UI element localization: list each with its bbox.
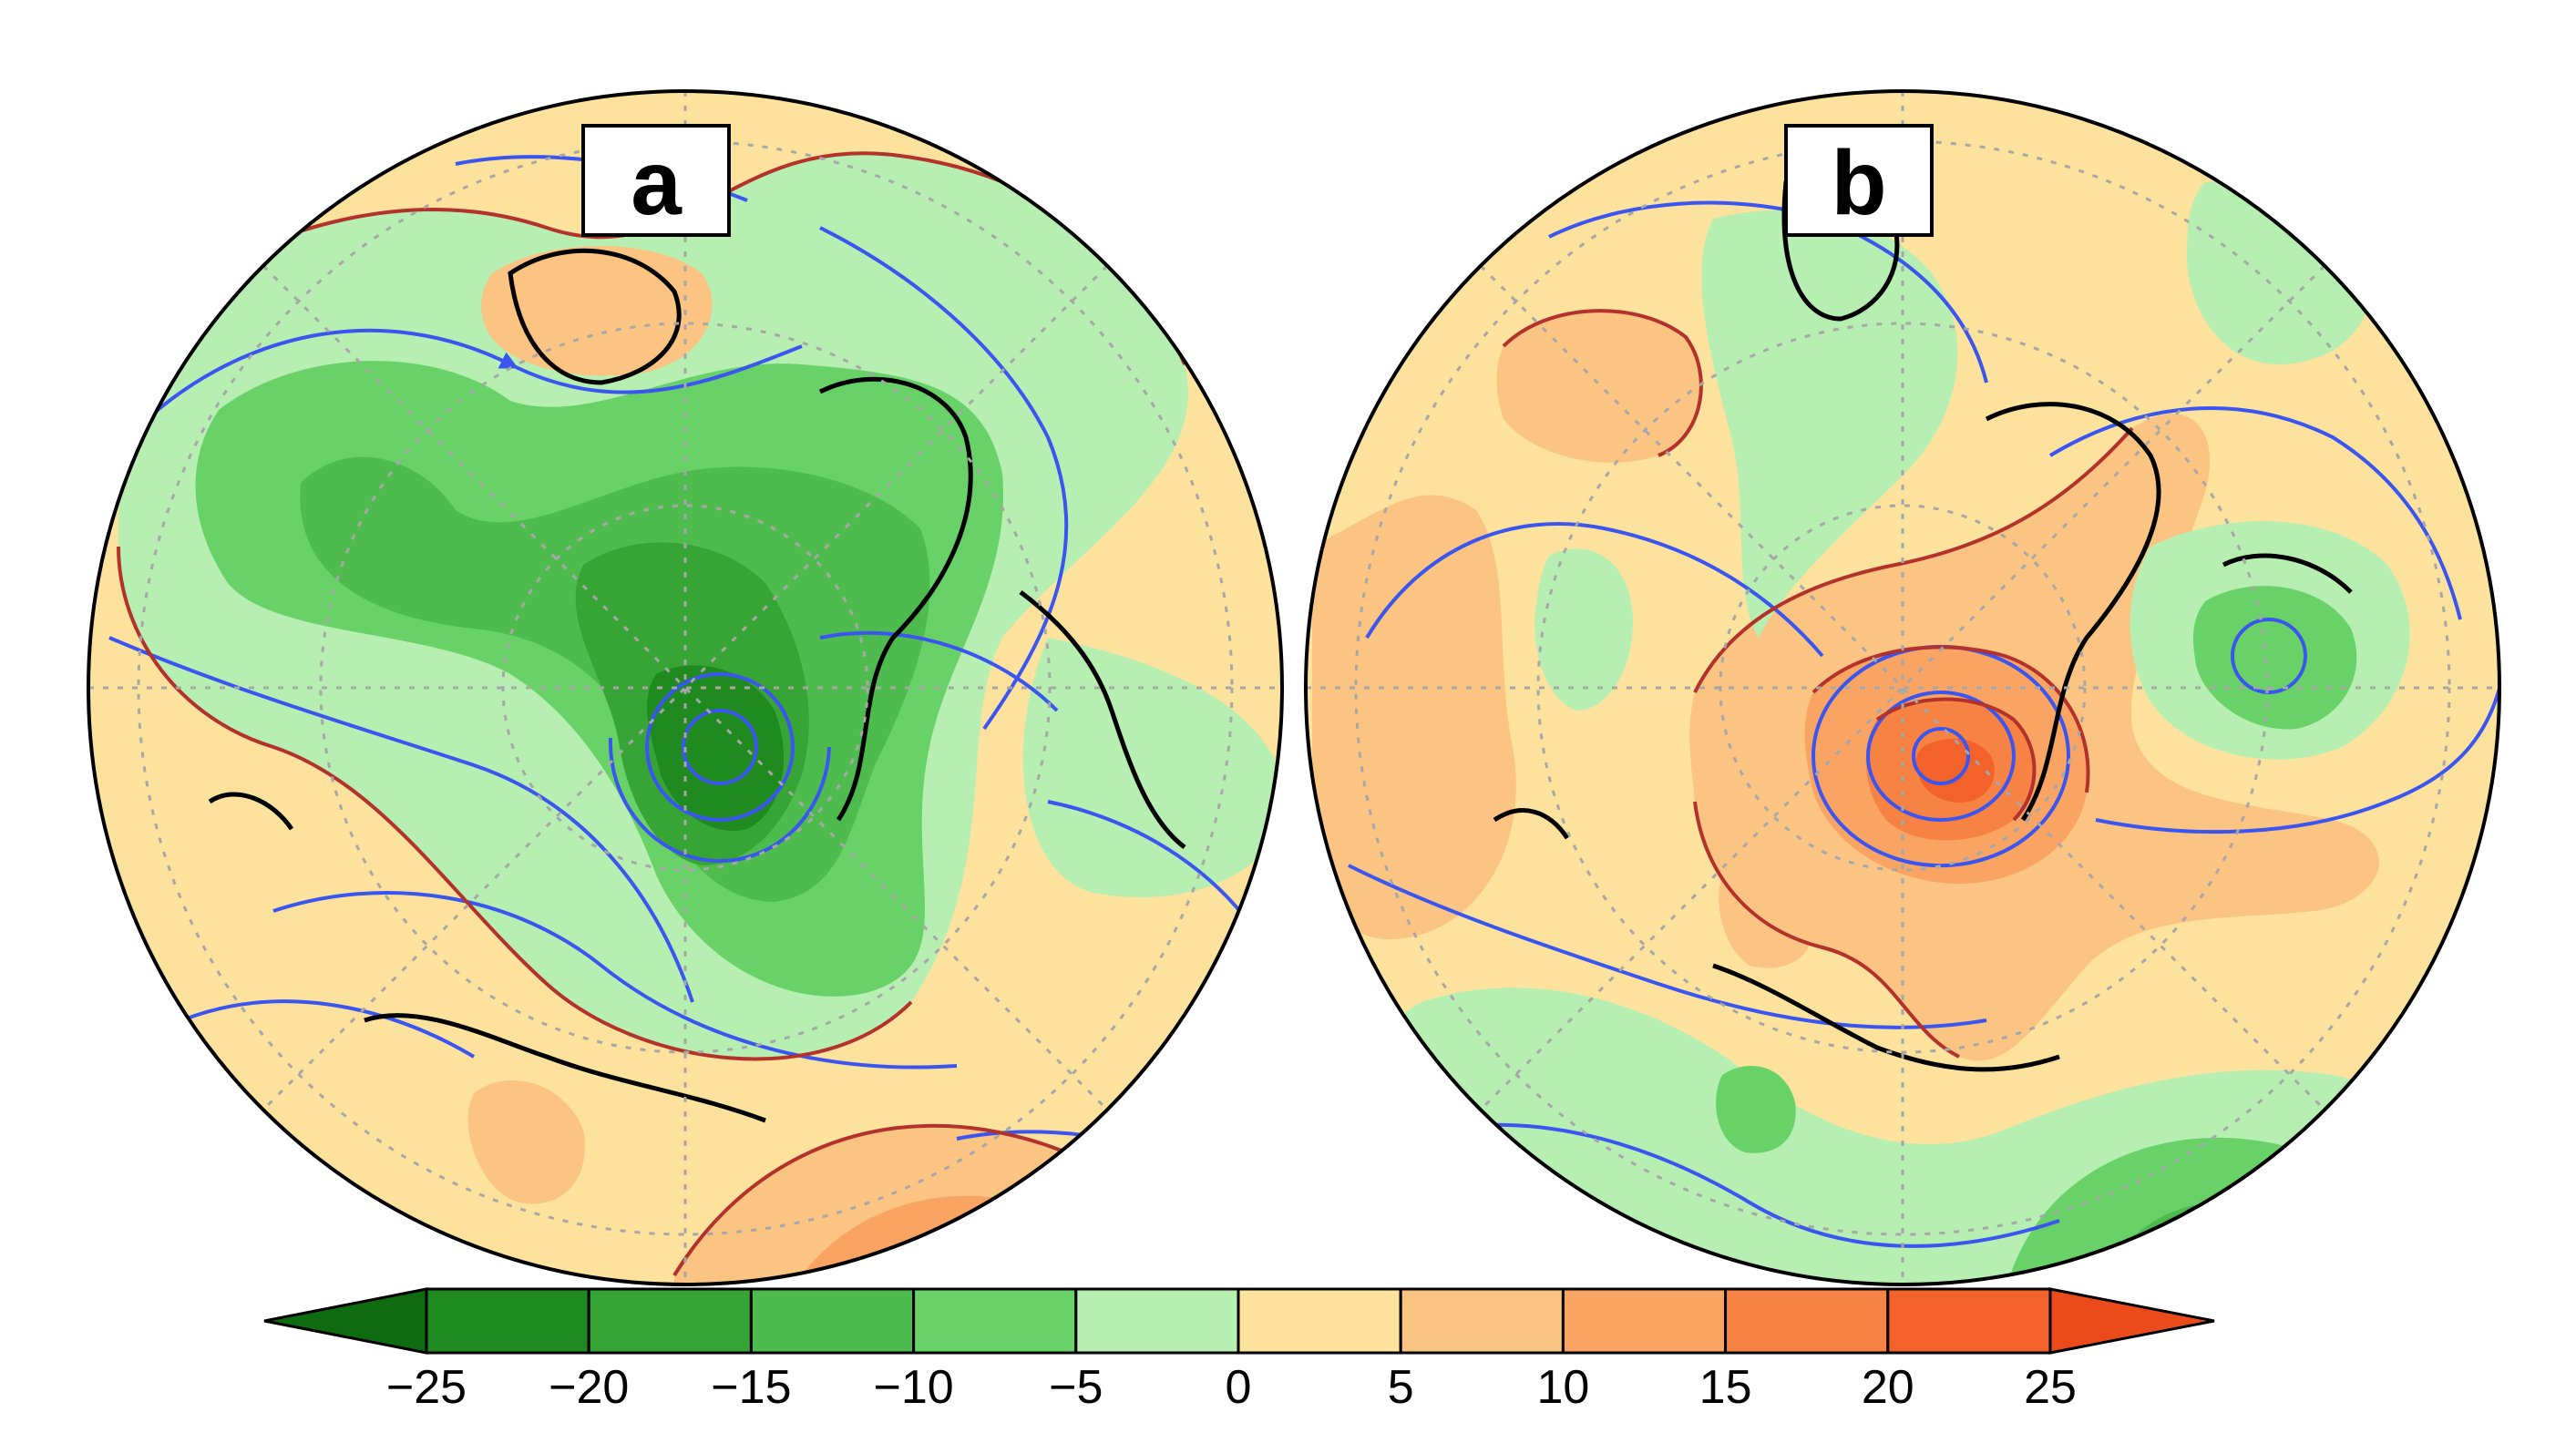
panel-b-anomaly-20to25 [1915, 738, 1995, 803]
panel-a-anomaly-pos-greenland [481, 246, 713, 376]
colorbar-tick-label: 25 [2024, 1361, 2077, 1414]
panel-b-anomaly-5to-10-sw [1716, 1066, 1796, 1153]
colorbar-tick-labels: −25 −20 −15 −10 −5 0 5 10 15 20 25 [386, 1361, 2077, 1414]
colorbar-bin [425, 1287, 590, 1355]
colorbar-tick-label: 10 [1536, 1361, 1589, 1414]
panel-b-anomaly-0to-5-north [1701, 210, 1958, 638]
colorbar-bin [912, 1287, 1078, 1355]
panel-a-label: a [631, 132, 682, 234]
colorbar-tick-label: −20 [549, 1361, 629, 1414]
panel-a-anomaly-20to-25 [647, 665, 784, 831]
colorbar-bin [1561, 1287, 1728, 1355]
panel-a-graticule [88, 91, 1282, 1284]
colorbar-tick-label: −10 [873, 1361, 953, 1414]
colorbar-bin [1074, 1287, 1240, 1355]
panel-b-anomaly-0to-5-mid [1534, 548, 1633, 711]
colorbar-tick-label: 5 [1388, 1361, 1414, 1414]
colorbar-bin [1399, 1287, 1565, 1355]
colorbar-tick-label: 15 [1699, 1361, 1752, 1414]
colorbar-tick-label: 0 [1226, 1361, 1252, 1414]
panel-a-streamlines [108, 155, 1278, 1186]
panel-a-label-box [581, 124, 731, 237]
panel-a-anomaly-0to-5-lower [1022, 638, 1282, 897]
panel-b-graticule [1306, 91, 2499, 1284]
colorbar-tick-label: −15 [711, 1361, 791, 1414]
colorbar: −25 −20 −15 −10 −5 0 5 10 15 20 25 [263, 1287, 2215, 1414]
colorbar-bin [1237, 1287, 1402, 1355]
panel-a-map: a [87, 89, 1284, 1286]
colorbar-bins [425, 1287, 2052, 1355]
colorbar-tick-label: 20 [1862, 1361, 1914, 1414]
panel-b-label: b [1831, 132, 1886, 234]
panel-b-anomaly-5to10-small [1719, 867, 1814, 968]
panel-a-coastlines [208, 248, 1186, 1123]
panel-a-anomaly-pos-east [467, 1080, 585, 1204]
panel-b-map: b [1304, 89, 2501, 1286]
colorbar-extend-high [2048, 1287, 2215, 1355]
panel-b-anomaly-5to10-west [1312, 495, 1516, 940]
panel-b-border [1304, 89, 2501, 1286]
colorbar-extend-low [263, 1287, 428, 1355]
colorbar-tick-label: −5 [1049, 1361, 1103, 1414]
panel-a-border [87, 89, 1284, 1286]
panel-b-contours [1502, 309, 2134, 1059]
colorbar-bin [1886, 1287, 2052, 1355]
colorbar-bin [587, 1287, 753, 1355]
panel-b-anomaly-5to-10-east [2193, 586, 2357, 730]
panel-b-label-box [1784, 124, 1934, 237]
panel-b-anomaly-5to10-nw [1496, 311, 1701, 463]
colorbar-tick-label: −25 [386, 1361, 467, 1414]
colorbar-bin [749, 1287, 916, 1355]
colorbar-bin [1724, 1287, 1890, 1355]
